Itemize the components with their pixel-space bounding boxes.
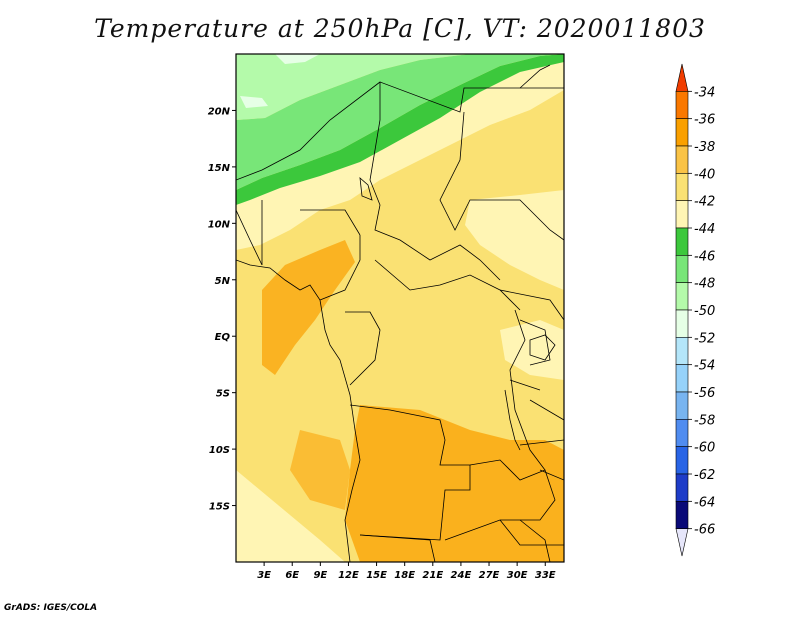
border-nigeria (261, 200, 361, 265)
border-drc-east (509, 309, 546, 471)
border-cameroon (319, 235, 361, 301)
colorbar-label: -42 (694, 195, 715, 210)
border-westafrica (236, 209, 263, 266)
colorbar-box (675, 309, 689, 338)
border-mozambique (519, 469, 564, 562)
lon-tick-label: 27E (479, 570, 500, 581)
band-minus-44-to-minus-42-north (236, 62, 564, 250)
colorbar-box (675, 255, 689, 283)
colorbar-box (675, 473, 689, 502)
band-minus-44-to-minus-42-east (465, 190, 564, 290)
lat-tick-label: EQ (215, 332, 231, 343)
border-sahel (236, 81, 564, 181)
lake-victoria (529, 334, 556, 361)
band-minus-52-to-minus-50-west (240, 96, 268, 108)
colorbar-label: -48 (694, 277, 715, 292)
lon-tick-label: 9E (313, 570, 327, 581)
lon-tick-label: 24E (451, 570, 472, 581)
border-ethiopia (499, 64, 564, 321)
border-car (374, 259, 521, 311)
lon-tick-label: 3E (257, 570, 271, 581)
border-congo (345, 311, 381, 386)
band-minus-44-to-minus-42-east-lake (500, 320, 564, 380)
band-minus-50-to-minus-48 (236, 54, 470, 120)
lon-tick-label: 21E (422, 570, 443, 581)
border-sudan (439, 111, 564, 241)
colorbar-bottom-triangle (675, 528, 689, 557)
colorbar-label: -38 (694, 140, 715, 155)
map-frame (235, 53, 565, 563)
band-minus-40-to-minus-38-sw (290, 430, 350, 510)
temperature-field (236, 54, 564, 562)
border-uganda (509, 319, 551, 391)
colorbar-top-triangle (675, 63, 689, 92)
border-zimbabwe (499, 519, 564, 546)
border-namibia (359, 534, 436, 562)
longitude-axis: 3E 6E 9E 12E 15E 18E 21E 24E 27E 30E 33E (257, 562, 556, 581)
lake-chad (359, 177, 373, 201)
colorbar-label: -60 (694, 441, 715, 456)
colorbar-box (675, 391, 689, 420)
colorbar: -34 -36 -38 -40 -42 -44 -46 -48 -50 -52 -54 -56 -58 -… (675, 63, 715, 557)
colorbar-box (675, 91, 689, 119)
colorbar-label: -62 (694, 468, 715, 483)
colorbar-label: -66 (694, 523, 715, 538)
colorbar-label: -58 (694, 413, 715, 428)
coastline-west (236, 259, 361, 562)
band-minus-40-to-minus-38-south (345, 405, 564, 562)
band-minus-48-to-minus-46 (236, 54, 564, 190)
band-minus-40-to-minus-38-west (262, 240, 355, 375)
colorbar-label: -44 (694, 222, 715, 237)
lake-tanganyika (504, 389, 521, 451)
lon-tick-label: 12E (338, 570, 359, 581)
lon-tick-label: 15E (366, 570, 387, 581)
border-chad (369, 82, 501, 281)
colorbar-box (675, 118, 689, 147)
lon-tick-label: 6E (285, 570, 299, 581)
border-zambia (444, 459, 556, 541)
lon-tick-label: 30E (507, 570, 528, 581)
lat-tick-label: 10N (208, 219, 231, 230)
lat-tick-label: 5N (215, 276, 231, 287)
colorbar-label: -52 (694, 331, 715, 346)
colorbar-label: -56 (694, 386, 715, 401)
colorbar-box (675, 337, 689, 365)
colorbar-label: -40 (694, 167, 715, 182)
lon-tick-label: 18E (394, 570, 415, 581)
lat-tick-label: 10S (209, 445, 230, 456)
band-minus-52-to-minus-50 (275, 54, 320, 64)
colorbar-label: -46 (694, 249, 715, 264)
border-angola (349, 404, 471, 541)
colorbar-box (675, 227, 689, 256)
colorbar-box (675, 145, 689, 174)
band-minus-44-to-minus-42-southwest (236, 470, 345, 562)
colorbar-box (675, 446, 689, 475)
colorbar-label: -54 (694, 359, 715, 374)
lat-tick-label: 15S (209, 502, 230, 513)
band-minus-46-to-minus-44 (236, 54, 564, 205)
lon-tick-label: 33E (535, 570, 556, 581)
colorbar-box (675, 501, 689, 529)
colorbar-box (675, 200, 689, 229)
colorbar-box (675, 419, 689, 447)
latitude-axis: 20N 15N 10N 5N EQ 5S 10S 15S (208, 106, 236, 513)
colorbar-box (675, 282, 689, 311)
lat-tick-label: 20N (208, 106, 231, 117)
border-tanzania (519, 399, 564, 446)
colorbar-label: -64 (694, 495, 715, 510)
lat-tick-label: 5S (216, 389, 230, 400)
colorbar-label: -36 (694, 113, 715, 128)
colorbar-box (675, 364, 689, 393)
lat-tick-label: 15N (208, 163, 231, 174)
colorbar-label: -34 (694, 85, 715, 100)
colorbar-box (675, 173, 689, 201)
grads-credit: GrADS: IGES/COLA (4, 603, 98, 613)
colorbar-label: -50 (694, 304, 715, 319)
country-borders (236, 64, 564, 562)
map-title: Temperature at 250hPa [C], VT: 202001180… (94, 14, 706, 43)
